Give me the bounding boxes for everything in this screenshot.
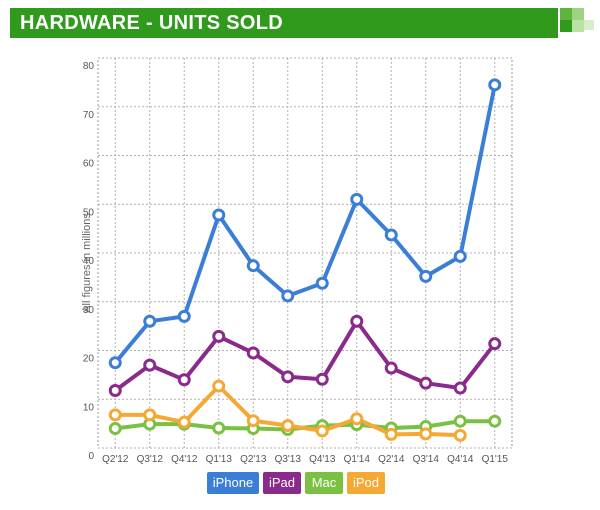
legend-item-ipod[interactable]: iPod	[347, 472, 385, 494]
data-point-iphone	[177, 309, 191, 323]
data-point-iphone	[143, 314, 157, 328]
data-point-iphone	[212, 208, 226, 222]
data-point-mac	[212, 421, 226, 435]
data-point-ipod	[246, 414, 260, 428]
data-point-iphone	[108, 356, 122, 370]
line-chart: 0 10 20 30 40 50 60 70 80 Q2'12 Q3'12 Q4'12 Q1'13 Q2'…	[81, 57, 513, 465]
data-point-ipod	[315, 424, 329, 438]
data-point-iphone	[350, 192, 364, 206]
data-point-ipod	[350, 412, 364, 426]
x-tick-label: Q3'13	[275, 454, 302, 465]
data-point-ipad	[315, 372, 329, 386]
data-point-ipod	[281, 419, 295, 433]
y-tick-label: 40	[83, 256, 95, 267]
x-tick-label: Q2'13	[240, 454, 267, 465]
data-point-ipad	[488, 337, 502, 351]
y-tick-label: 10	[83, 402, 95, 413]
title-bar: HARDWARE - UNITS SOLD	[10, 8, 558, 38]
chart-legend: iPhone iPad Mac iPod	[0, 472, 600, 494]
data-point-ipad	[177, 373, 191, 387]
plot-area	[97, 57, 513, 449]
corner-decoration	[560, 8, 600, 38]
data-point-iphone	[453, 249, 467, 263]
data-point-ipad	[419, 376, 433, 390]
x-tick-label: Q4'13	[309, 454, 336, 465]
legend-item-ipad[interactable]: iPad	[263, 472, 301, 494]
y-tick-label: 80	[83, 61, 95, 72]
data-point-iphone	[315, 276, 329, 290]
data-point-ipod	[108, 408, 122, 422]
data-point-ipod	[143, 408, 157, 422]
data-point-ipod	[212, 379, 226, 393]
data-point-ipad	[246, 346, 260, 360]
x-tick-label: Q2'14	[378, 454, 405, 465]
y-tick-label: 70	[83, 110, 95, 121]
data-point-ipad	[143, 358, 157, 372]
data-point-ipad	[453, 381, 467, 395]
y-tick-label: 20	[83, 354, 95, 365]
data-point-ipad	[108, 383, 122, 397]
data-point-ipad	[281, 370, 295, 384]
y-tick-label: 30	[83, 305, 95, 316]
x-tick-label: Q1'14	[344, 454, 371, 465]
data-point-iphone	[488, 78, 502, 92]
x-tick-label: Q1'15	[482, 454, 509, 465]
data-point-ipad	[384, 361, 398, 375]
x-tick-label: Q4'12	[171, 454, 198, 465]
y-tick-label: 60	[83, 159, 95, 170]
data-point-ipad	[350, 314, 364, 328]
x-tick-label: Q3'14	[413, 454, 440, 465]
data-point-iphone	[281, 289, 295, 303]
data-point-ipod	[419, 427, 433, 441]
y-axis-label: All figures in millions	[81, 213, 93, 313]
data-point-mac	[453, 414, 467, 428]
x-tick-label: Q3'12	[137, 454, 164, 465]
data-point-iphone	[246, 259, 260, 273]
chart-title: HARDWARE - UNITS SOLD	[20, 12, 283, 34]
data-point-ipod	[384, 427, 398, 441]
x-tick-label: Q1'13	[206, 454, 233, 465]
data-point-mac	[108, 422, 122, 435]
y-tick-label: 50	[83, 207, 95, 218]
legend-item-iphone[interactable]: iPhone	[207, 472, 259, 494]
data-point-ipod	[177, 415, 191, 429]
data-point-ipad	[212, 329, 226, 343]
x-tick-label: Q2'12	[102, 454, 129, 465]
data-point-mac	[488, 414, 502, 428]
x-tick-label: Q4'14	[447, 454, 474, 465]
data-point-iphone	[384, 228, 398, 242]
y-tick-label: 0	[88, 451, 94, 462]
legend-item-mac[interactable]: Mac	[305, 472, 343, 494]
data-point-ipod	[453, 428, 467, 442]
data-point-iphone	[419, 269, 433, 283]
